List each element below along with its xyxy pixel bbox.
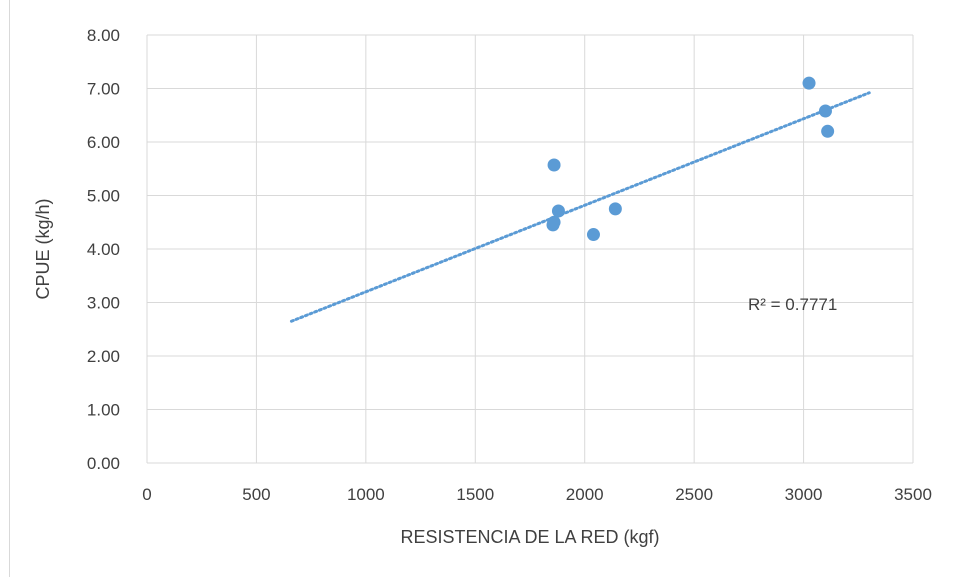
y-axis-label: CPUE (kg/h) — [33, 198, 53, 299]
y-tick-label: 6.00 — [87, 133, 120, 152]
y-tick-label: 3.00 — [87, 294, 120, 313]
x-tick-label: 1500 — [456, 485, 494, 504]
grid-lines — [146, 34, 914, 464]
y-tick-labels: 0.00 1.00 2.00 3.00 4.00 5.00 6.00 7.00 8.00 — [87, 26, 120, 473]
data-point — [802, 76, 816, 90]
data-point — [821, 124, 835, 138]
x-tick-label: 2000 — [566, 485, 604, 504]
x-tick-label: 3000 — [785, 485, 823, 504]
data-point — [547, 215, 561, 229]
y-tick-label: 2.00 — [87, 347, 120, 366]
r-squared-annotation: R² = 0.7771 — [748, 295, 837, 314]
trendline — [289, 91, 871, 323]
data-points — [546, 76, 835, 242]
data-point — [547, 158, 561, 172]
data-point — [586, 228, 600, 242]
y-tick-label: 4.00 — [87, 240, 120, 259]
x-tick-label: 2500 — [675, 485, 713, 504]
x-tick-label: 500 — [242, 485, 270, 504]
x-axis-label: RESISTENCIA DE LA RED (kgf) — [400, 527, 659, 547]
data-point — [608, 202, 622, 216]
y-tick-label: 1.00 — [87, 401, 120, 420]
y-tick-label: 8.00 — [87, 26, 120, 45]
data-point — [818, 104, 832, 118]
x-tick-label: 0 — [142, 485, 151, 504]
data-point — [551, 204, 565, 218]
chart-border-line — [9, 0, 10, 577]
x-tick-labels: 0 500 1000 1500 2000 2500 3000 3500 — [142, 485, 932, 504]
trendline-layer — [289, 91, 871, 323]
y-tick-label: 0.00 — [87, 454, 120, 473]
y-tick-label: 7.00 — [87, 80, 120, 99]
x-tick-label: 3500 — [894, 485, 932, 504]
y-tick-label: 5.00 — [87, 187, 120, 206]
x-tick-label: 1000 — [347, 485, 385, 504]
